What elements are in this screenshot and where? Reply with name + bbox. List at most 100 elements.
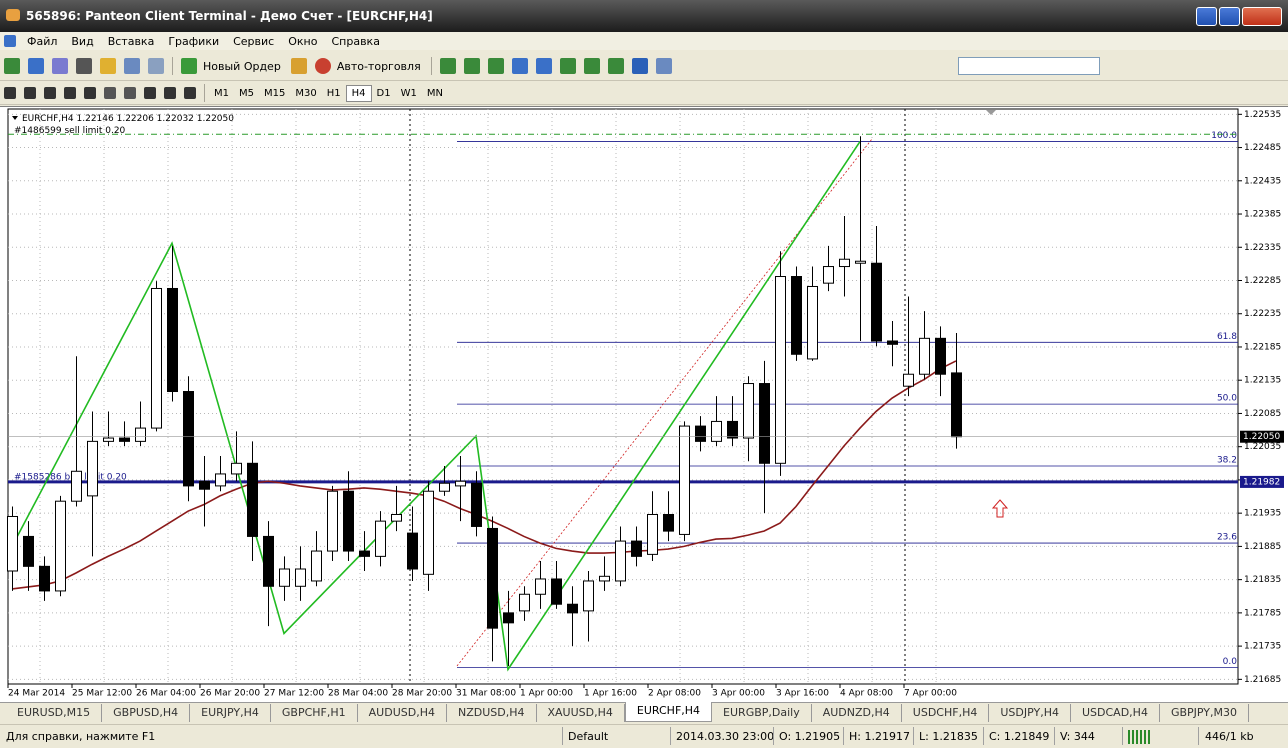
autotrading-button[interactable]: Авто-торговля xyxy=(336,59,421,73)
timeframe-button[interactable]: M1 xyxy=(214,87,229,99)
tool-button[interactable] xyxy=(44,87,56,99)
tool-button[interactable] xyxy=(124,58,140,74)
tool-button[interactable] xyxy=(164,87,176,99)
separator xyxy=(430,57,432,75)
chart-tab[interactable]: GBPCHF,H1 xyxy=(271,704,358,722)
y-tick-label: 1.22535 xyxy=(1244,110,1281,120)
timeframe-button[interactable]: M30 xyxy=(295,87,317,99)
chart-tab[interactable]: EURUSD,M15 xyxy=(6,704,103,722)
candle-body xyxy=(215,473,226,487)
candle-body xyxy=(599,575,610,582)
menu-item[interactable]: Вставка xyxy=(107,34,155,48)
chart-tab[interactable]: EURCHF,H4 xyxy=(624,702,713,722)
tool-icon xyxy=(314,58,331,74)
shift-marker xyxy=(986,110,996,115)
tool-button[interactable] xyxy=(184,87,196,99)
cell-divider xyxy=(1122,727,1123,745)
menu-item[interactable]: Файл xyxy=(27,34,58,48)
chart-tab[interactable]: GBPJPY,M30 xyxy=(1160,704,1249,722)
menu-item[interactable]: Окно xyxy=(288,34,318,48)
candle-body xyxy=(567,603,578,614)
x-tick-label: 26 Mar 04:00 xyxy=(136,689,196,699)
menu-item[interactable]: Сервис xyxy=(233,34,275,48)
chart-tab[interactable]: USDCAD,H4 xyxy=(1071,704,1160,722)
cell-divider xyxy=(773,727,774,745)
chart-tab[interactable]: USDCHF,H4 xyxy=(902,704,990,722)
tool-button[interactable] xyxy=(655,58,672,74)
tool-button[interactable] xyxy=(511,58,528,74)
new-order-button[interactable]: Новый Ордер xyxy=(203,59,281,73)
chart-tab[interactable]: AUDNZD,H4 xyxy=(812,704,902,722)
tool-button[interactable] xyxy=(100,58,116,74)
maximize-button[interactable] xyxy=(1219,7,1240,26)
cell-divider xyxy=(562,727,563,745)
timeframe-button[interactable]: MN xyxy=(426,87,443,99)
timeframe-button[interactable]: W1 xyxy=(400,87,417,99)
tool-button[interactable] xyxy=(583,58,600,74)
timeframe-button[interactable]: M15 xyxy=(264,87,286,99)
tool-button[interactable] xyxy=(535,58,552,74)
tool-button[interactable] xyxy=(28,58,44,74)
search-box[interactable] xyxy=(957,57,1100,75)
tool-button[interactable] xyxy=(124,87,136,99)
candle-body xyxy=(807,285,818,360)
candle-body xyxy=(695,425,706,442)
candle-body xyxy=(791,276,802,355)
tool-button[interactable] xyxy=(104,87,116,99)
close-button[interactable] xyxy=(1242,7,1282,26)
tool-button[interactable] xyxy=(463,58,480,74)
timeframe-button[interactable]: D1 xyxy=(376,87,391,99)
timeframe-button[interactable]: M5 xyxy=(239,87,254,99)
x-tick-label: 25 Mar 12:00 xyxy=(72,689,132,699)
tool-button[interactable] xyxy=(76,58,92,74)
timeframe-button[interactable]: H4 xyxy=(345,84,372,102)
chart-tab[interactable]: XAUUSD,H4 xyxy=(537,704,625,722)
candle-body xyxy=(455,480,466,487)
up-arrow-object xyxy=(991,499,1009,518)
tool-button[interactable] xyxy=(607,58,624,74)
chart-tab[interactable]: USDJPY,H4 xyxy=(989,704,1071,722)
cell-divider xyxy=(843,727,844,745)
tool-button[interactable] xyxy=(52,58,68,74)
window-title: 565896: Panteon Client Terminal - Демо С… xyxy=(26,9,433,23)
menu-item[interactable]: Графики xyxy=(168,34,220,48)
tool-button[interactable] xyxy=(148,58,164,74)
status-help: Для справки, нажмите F1 xyxy=(6,730,156,743)
candle-body xyxy=(727,420,738,439)
candle-body xyxy=(231,462,242,475)
doc-icon xyxy=(4,35,16,47)
candle-body xyxy=(903,373,914,387)
menu-item[interactable]: Справка xyxy=(331,34,380,48)
candle-body xyxy=(423,490,434,575)
tool-button[interactable] xyxy=(144,87,156,99)
tool-button[interactable] xyxy=(64,87,76,99)
menu-item[interactable]: Вид xyxy=(71,34,94,48)
tool-button[interactable] xyxy=(24,87,36,99)
tool-button[interactable] xyxy=(559,58,576,74)
tool-button[interactable] xyxy=(4,58,20,74)
tool-button[interactable] xyxy=(439,58,456,74)
candle-body xyxy=(679,425,690,535)
tool-button[interactable] xyxy=(631,58,648,74)
candle-body xyxy=(823,266,834,284)
candle-body xyxy=(359,550,370,557)
chart-tabs: EURUSD,M15 GBPUSD,H4 EURJPY,H4 GBPCHF,H1 AUD… xyxy=(0,702,1288,722)
minimize-button[interactable] xyxy=(1196,7,1217,26)
timeframe-button[interactable]: H1 xyxy=(326,87,341,99)
candle-body xyxy=(615,540,626,582)
tool-button[interactable] xyxy=(487,58,504,74)
chart-tab[interactable]: GBPUSD,H4 xyxy=(102,704,191,722)
tool-button[interactable] xyxy=(4,87,16,99)
candle-body xyxy=(199,480,210,490)
chart-tab[interactable]: EURGBP,Daily xyxy=(712,704,812,722)
tool-button[interactable] xyxy=(84,87,96,99)
chart-tab[interactable]: EURJPY,H4 xyxy=(190,704,271,722)
chart-tab[interactable]: NZDUSD,H4 xyxy=(447,704,537,722)
cell-divider xyxy=(1054,727,1055,745)
candle-body xyxy=(103,437,114,442)
chart-tab[interactable]: AUDUSD,H4 xyxy=(358,704,447,722)
candle-body xyxy=(631,540,642,557)
candle-body xyxy=(535,578,546,595)
cell-divider xyxy=(983,727,984,745)
